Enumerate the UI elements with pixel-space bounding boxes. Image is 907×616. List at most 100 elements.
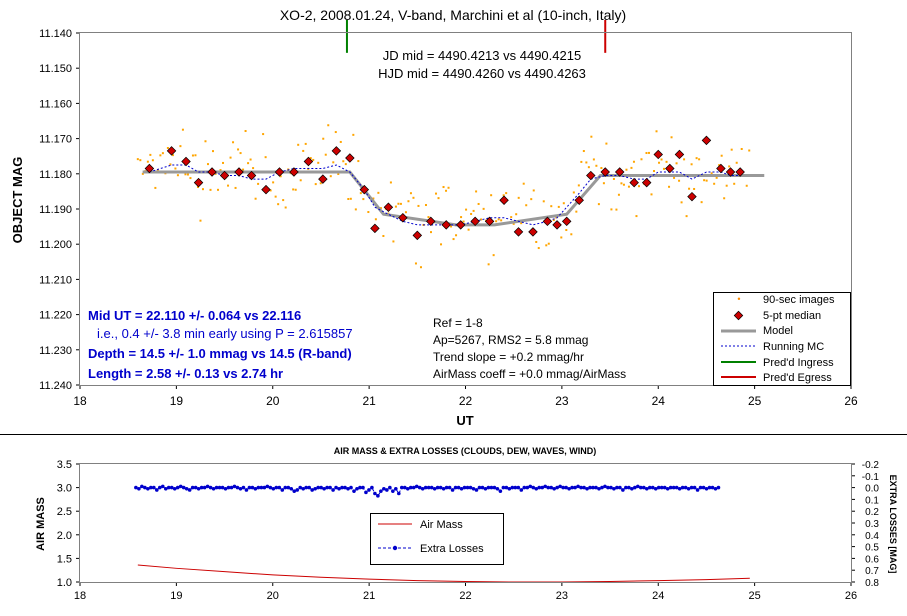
median-point bbox=[614, 167, 625, 177]
extra-losses-point bbox=[627, 485, 631, 490]
median-point bbox=[207, 167, 217, 177]
image-point bbox=[209, 188, 212, 191]
image-point bbox=[627, 185, 630, 188]
median-point bbox=[653, 149, 663, 160]
extra-losses-point bbox=[689, 485, 694, 490]
extra-losses-point bbox=[710, 485, 715, 490]
extra-losses-point bbox=[256, 485, 261, 490]
image-point bbox=[678, 179, 681, 182]
image-point bbox=[392, 240, 395, 243]
extra-losses-point bbox=[423, 485, 428, 490]
extra-losses-point bbox=[402, 485, 407, 490]
extra-losses-point bbox=[492, 485, 497, 490]
extra-losses-point bbox=[633, 485, 637, 490]
image-point bbox=[480, 218, 483, 221]
image-point bbox=[470, 212, 473, 215]
image-point bbox=[530, 198, 533, 201]
image-point bbox=[232, 141, 235, 144]
extra-losses-point bbox=[385, 488, 389, 492]
image-point bbox=[219, 169, 222, 172]
image-point bbox=[570, 233, 573, 236]
main-y-tick-label: 11.190 bbox=[39, 204, 72, 216]
extra-losses-point bbox=[235, 485, 240, 490]
losses-y-tick-label: 0.1 bbox=[865, 495, 879, 506]
image-point bbox=[282, 199, 285, 202]
extra-losses-point bbox=[241, 485, 246, 490]
extra-losses-point bbox=[576, 484, 580, 489]
image-point bbox=[342, 160, 345, 163]
image-point bbox=[397, 202, 400, 205]
main-x-axis-label: UT bbox=[456, 413, 473, 428]
image-point bbox=[274, 195, 277, 198]
extra-losses-point bbox=[163, 486, 168, 491]
extra-losses-point bbox=[695, 488, 700, 492]
image-point bbox=[477, 202, 480, 205]
extra-losses-point bbox=[172, 486, 177, 491]
extra-losses-point bbox=[671, 485, 676, 490]
extra-losses-point bbox=[656, 485, 661, 490]
airmass-y-tick-label: 3.0 bbox=[57, 483, 72, 495]
image-point bbox=[460, 216, 463, 219]
main-y-tick-label: 11.240 bbox=[39, 380, 72, 392]
image-point bbox=[625, 168, 628, 171]
airmass-x-axis-ticks: 18 19 20 21 22 23 24 25 26 bbox=[74, 582, 857, 602]
extra-losses-point bbox=[630, 486, 634, 491]
image-point bbox=[214, 172, 217, 175]
extra-losses-point bbox=[510, 485, 515, 490]
extra-losses-point bbox=[367, 488, 371, 492]
image-point bbox=[660, 158, 663, 161]
extra-losses-point bbox=[573, 485, 577, 490]
extra-losses-point bbox=[178, 484, 183, 489]
losses-y-tick-label: 0.8 bbox=[865, 578, 879, 589]
airmass-y-tick-label: 2.5 bbox=[57, 506, 72, 518]
image-point bbox=[733, 182, 736, 185]
legend-label-median: 5-pt median bbox=[763, 310, 821, 322]
image-point bbox=[512, 222, 515, 225]
image-point bbox=[740, 147, 743, 150]
image-point bbox=[399, 202, 402, 205]
extra-losses-point bbox=[346, 486, 350, 491]
image-point bbox=[585, 161, 588, 164]
extra-losses-point bbox=[552, 486, 556, 491]
image-point bbox=[317, 161, 320, 164]
image-point bbox=[700, 201, 703, 204]
extra-losses-point bbox=[349, 485, 353, 490]
image-point bbox=[435, 192, 438, 195]
image-point bbox=[229, 156, 232, 159]
extra-losses-point bbox=[668, 485, 673, 490]
extra-losses-point bbox=[208, 485, 213, 490]
extra-losses-point bbox=[653, 486, 658, 491]
image-point bbox=[745, 184, 748, 187]
extra-losses-point bbox=[376, 494, 380, 498]
image-point bbox=[329, 175, 332, 178]
extra-losses-point bbox=[394, 486, 398, 491]
image-point bbox=[394, 205, 397, 208]
image-point bbox=[502, 194, 505, 197]
image-point bbox=[359, 192, 362, 195]
image-point bbox=[537, 247, 540, 250]
extra-losses-point bbox=[391, 489, 395, 493]
image-point bbox=[532, 189, 535, 192]
image-point bbox=[227, 184, 230, 187]
losses-y-tick-label: 0.5 bbox=[865, 543, 879, 554]
image-point bbox=[522, 182, 525, 185]
extra-losses-point bbox=[397, 491, 401, 496]
extra-losses-point bbox=[650, 485, 655, 490]
extra-losses-point bbox=[292, 489, 297, 493]
image-point bbox=[635, 215, 638, 218]
image-point bbox=[319, 182, 322, 185]
median-point bbox=[674, 149, 685, 160]
image-point bbox=[414, 262, 417, 265]
extra-losses-point bbox=[388, 485, 392, 490]
image-point bbox=[189, 177, 192, 180]
extra-losses-point bbox=[166, 485, 171, 490]
legend-symbol-median bbox=[733, 310, 744, 321]
extra-losses-point bbox=[283, 485, 288, 490]
main-x-axis-ticks: 18 19 20 21 22 23 24 25 26 bbox=[73, 385, 858, 408]
extra-losses-point bbox=[582, 485, 586, 490]
extra-losses-point bbox=[692, 485, 697, 490]
median-point bbox=[687, 191, 697, 202]
median-point bbox=[193, 177, 204, 188]
image-point bbox=[452, 238, 455, 241]
image-point bbox=[698, 158, 701, 161]
